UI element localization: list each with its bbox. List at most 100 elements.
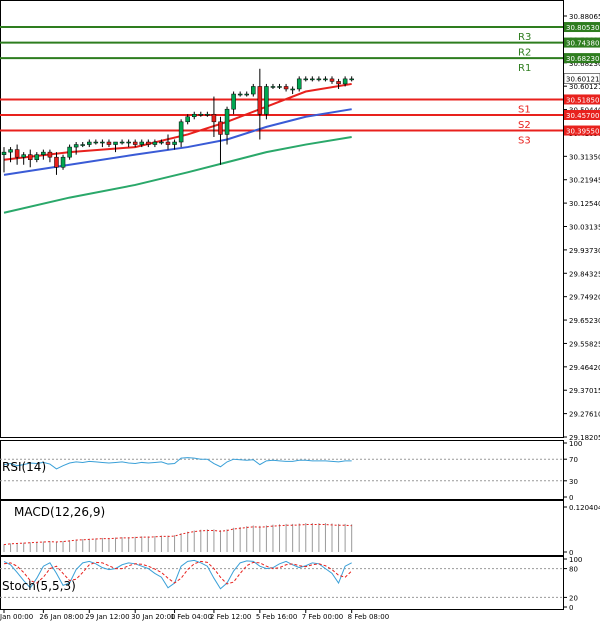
price-tick-label: 30.12540 xyxy=(569,200,600,208)
price-tick-label: 29.93730 xyxy=(569,247,600,255)
candle-body xyxy=(283,86,289,90)
pivot-price-value: 30.74380 xyxy=(566,40,599,48)
candle-body xyxy=(231,93,236,110)
pivot-price-tag xyxy=(564,22,600,33)
price-tick-label: 30.31350 xyxy=(569,153,600,161)
candle-body xyxy=(218,121,223,135)
rsi-line xyxy=(3,457,352,470)
pivot-label-s2: S2 xyxy=(518,120,531,131)
pivot-price-value: 30.51850 xyxy=(566,96,599,104)
price-tick-label: 29.46420 xyxy=(569,364,600,372)
candle-body xyxy=(244,93,249,96)
candle-body xyxy=(185,116,190,123)
time-tick-label: 7 Feb 00:00 xyxy=(302,613,343,621)
pivot-price-tag xyxy=(564,53,600,64)
candle-body xyxy=(316,78,322,81)
candle-body xyxy=(152,141,158,145)
candle-body xyxy=(264,86,269,115)
time-tick-label: 8 Feb 08:00 xyxy=(348,613,389,621)
moving-average-blue xyxy=(3,108,352,176)
candle-body xyxy=(119,141,125,144)
price-tick-label: 30.03135 xyxy=(569,224,600,232)
macd-panel-frame xyxy=(0,500,564,556)
candle-body xyxy=(100,141,105,144)
pivot-price-value: 30.45700 xyxy=(566,112,599,120)
rsi-tick-label: 100 xyxy=(569,440,582,448)
pivot-price-value: 30.39550 xyxy=(566,128,599,136)
stoch-main-line xyxy=(3,559,352,590)
candle-body xyxy=(113,141,118,145)
pivot-price-tag xyxy=(564,94,600,105)
time-tick-label: 2 Feb 12:00 xyxy=(210,613,251,621)
candle-body xyxy=(80,144,85,146)
pivot-price-tag xyxy=(564,109,600,120)
rsi-panel-frame xyxy=(0,440,564,500)
price-tick-label: 29.84325 xyxy=(569,270,600,278)
pivot-label-r3: R3 xyxy=(518,32,531,43)
time-tick-label: 1 Feb 04:00 xyxy=(171,613,212,621)
price-tick-label: 30.21945 xyxy=(569,177,600,185)
rsi-tick-label: 0 xyxy=(569,494,573,502)
stoch-tick-label: 0 xyxy=(569,604,573,612)
candle-body xyxy=(93,141,99,144)
candle-body xyxy=(224,108,230,135)
pivot-label-s3: S3 xyxy=(518,136,531,147)
candle-body xyxy=(349,78,354,81)
candle-body xyxy=(191,113,197,118)
time-tick-label: 5 Feb 16:00 xyxy=(256,613,297,621)
candle-body xyxy=(296,78,302,90)
candle-body xyxy=(277,86,282,88)
candle-body xyxy=(60,156,66,168)
candle-body xyxy=(21,154,26,158)
time-tick-label: 29 Jan 12:00 xyxy=(85,613,129,621)
rsi-title: RSI(14) xyxy=(2,460,46,474)
rsi-tick-label: 30 xyxy=(569,478,578,486)
candle-body xyxy=(8,149,13,153)
rsi-tick-label: 70 xyxy=(569,456,578,464)
macd-title: MACD(12,26,9) xyxy=(14,505,105,519)
candle-body xyxy=(106,141,112,145)
candle-body xyxy=(178,121,184,143)
candle-body xyxy=(237,93,243,96)
current-price-tag xyxy=(563,73,600,84)
price-tick-label: 30.60121 xyxy=(569,83,600,91)
price-panel-frame xyxy=(0,0,564,438)
macd-tick-label: 0 xyxy=(569,549,573,557)
stoch-tick-label: 80 xyxy=(569,566,578,574)
price-tick-label: 29.37015 xyxy=(569,387,600,395)
price-tick-label: 30.88065 xyxy=(569,13,600,21)
candle-body xyxy=(87,141,92,145)
time-tick-label: 26 Jan 08:00 xyxy=(39,613,83,621)
price-tick-label: 29.27610 xyxy=(569,411,600,419)
candle-body xyxy=(139,141,145,145)
candle-body xyxy=(67,146,72,158)
candle-body xyxy=(172,141,177,145)
candle-body xyxy=(159,141,164,144)
candle-body xyxy=(336,81,341,85)
stoch-panel-frame xyxy=(0,556,564,610)
candle-body xyxy=(165,141,171,145)
price-tick-label: 29.55825 xyxy=(569,340,600,348)
pivot-price-value: 30.80530 xyxy=(566,24,599,32)
candle-body xyxy=(323,78,328,81)
candle-body xyxy=(27,154,33,160)
candle-body xyxy=(270,86,276,88)
candle-body xyxy=(132,141,138,145)
candle-body xyxy=(41,151,46,155)
stoch-signal-line xyxy=(3,560,353,585)
stoch-title: Stoch(5,5,3) xyxy=(2,579,76,593)
price-tick-label: 29.18205 xyxy=(569,434,600,442)
candle-body xyxy=(257,86,263,115)
price-tick-label: 30.68230 xyxy=(569,60,600,68)
candle-body xyxy=(329,78,335,82)
candle-body xyxy=(73,144,79,148)
time-tick-label: Jan 00:00 xyxy=(0,613,33,621)
candle-body xyxy=(47,151,53,158)
moving-average-green xyxy=(3,135,352,214)
candle-body xyxy=(146,141,151,145)
candle-body xyxy=(54,156,59,168)
moving-average-red xyxy=(3,82,352,161)
candle-body xyxy=(205,113,210,116)
candle-body xyxy=(34,154,40,160)
macd-tick-label: 0.120404 xyxy=(569,504,600,512)
